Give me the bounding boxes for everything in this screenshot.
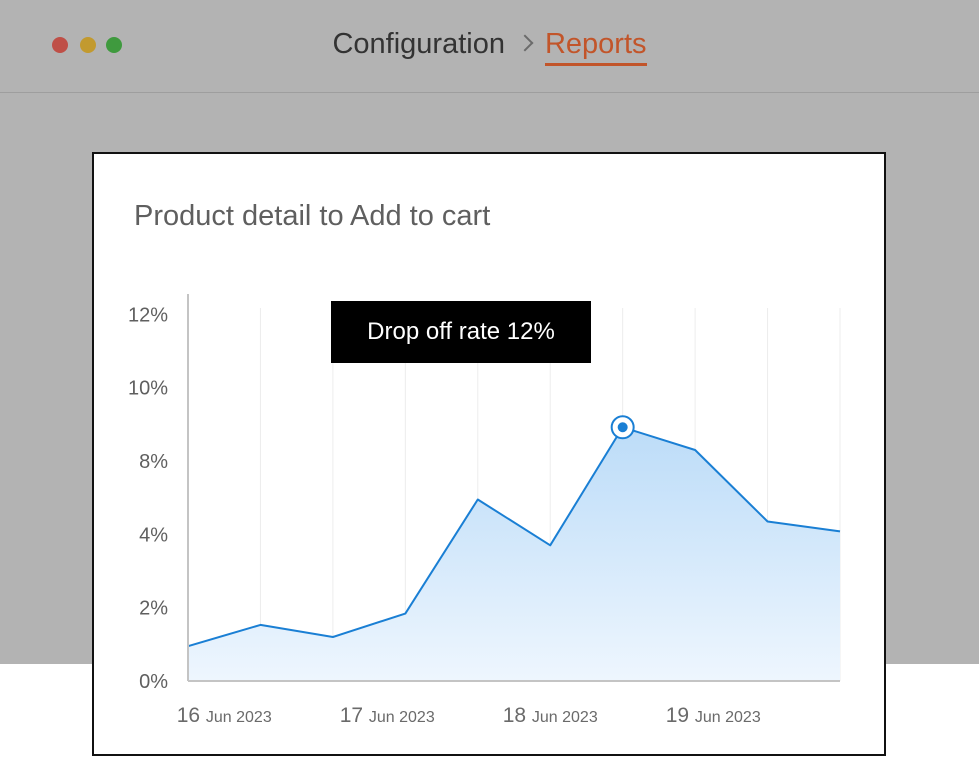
y-tick-label: 2% [139,598,168,620]
y-tick-label: 4% [139,524,168,546]
area-chart: 0% 2% 4% 8% 10% 12% 16 Jun 2023 17 Jun 2023 18 … [128,294,841,727]
x-tick-label: 19 Jun 2023 [666,704,761,727]
x-tick-label: 16 Jun 2023 [177,704,272,727]
y-tick-label: 8% [139,451,168,473]
highlight-point [617,422,628,433]
breadcrumb: Configuration Reports [0,28,979,66]
y-tick-label: 10% [128,378,168,400]
window-close-button[interactable] [52,37,68,53]
breadcrumb-configuration-link[interactable]: Configuration [332,28,505,60]
x-tick-label: 18 Jun 2023 [503,704,598,727]
chart-tooltip: Drop off rate 12% [331,301,591,363]
breadcrumb-reports-current[interactable]: Reports [544,28,647,66]
y-tick-label: 0% [139,671,168,693]
window-minimize-button[interactable] [80,37,96,53]
card-title: Product detail to Add to cart [134,200,491,232]
area-fill [188,427,840,681]
report-card: Product detail to Add to cart 0% 2% 4% 8% 10… [92,152,886,756]
series-line [187,426,841,648]
x-tick-label: 17 Jun 2023 [340,704,435,727]
y-tick-label: 12% [128,304,168,326]
title-bar: Configuration Reports [0,0,979,93]
chevron-right-icon [516,34,534,52]
window-zoom-button[interactable] [106,37,122,53]
